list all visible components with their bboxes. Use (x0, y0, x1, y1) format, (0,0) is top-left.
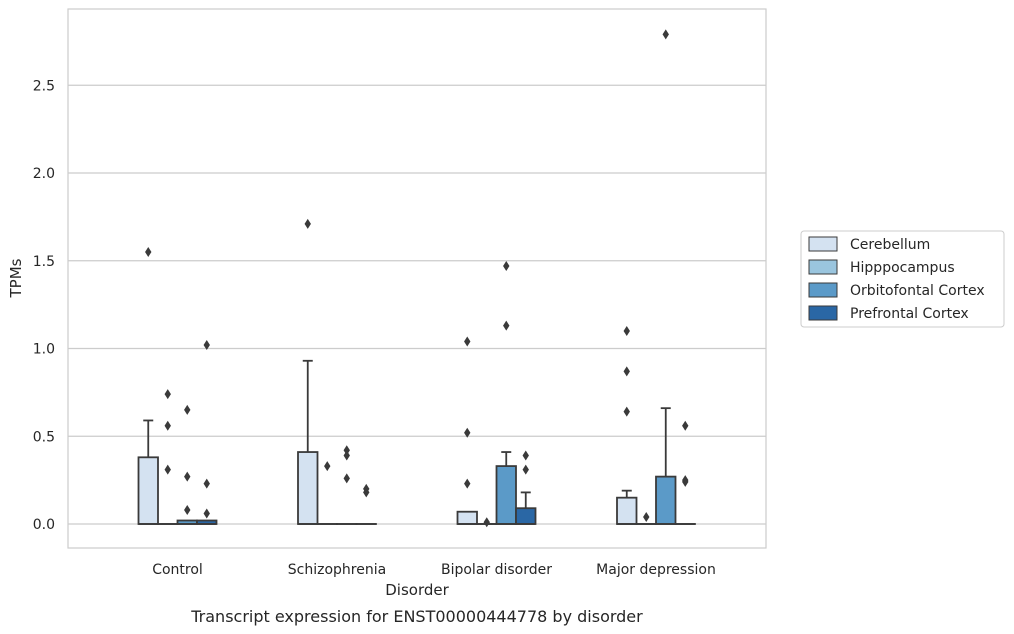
outlier-point (503, 261, 510, 272)
box-rect (655, 475, 677, 525)
outlier-point (324, 461, 331, 472)
outlier-point (184, 404, 191, 415)
x-tick-label: Schizophrenia (288, 562, 386, 578)
box-rect (137, 456, 159, 525)
box-rect (297, 451, 319, 525)
box-orbitofontal-cortex (655, 407, 677, 525)
plot-frame (67, 8, 767, 549)
box-rect (616, 496, 638, 525)
box-rect (515, 507, 537, 525)
y-tick-label: 0.0 (33, 517, 55, 533)
outlier-point (184, 504, 191, 515)
y-tick-label: 1.0 (33, 342, 55, 358)
plot-boxes (137, 359, 696, 525)
outlier-point (164, 464, 171, 475)
outlier-point (643, 511, 650, 522)
y-tick-label: 2.0 (33, 166, 55, 182)
legend-swatch (808, 305, 838, 321)
outlier-point (203, 478, 210, 489)
gridlines (68, 84, 766, 525)
legend-frame (800, 230, 1005, 328)
outlier-point (682, 475, 689, 486)
outlier-point (623, 406, 630, 417)
outlier-point (464, 336, 471, 347)
outlier-point (464, 427, 471, 438)
y-tick-labels: 0.0 0.5 1.0 1.5 2.0 2.5 (33, 78, 55, 533)
outlier-point (184, 471, 191, 482)
outlier-point (164, 420, 171, 431)
outlier-point (363, 483, 370, 494)
legend-swatch (808, 282, 838, 298)
outlier-point (522, 464, 529, 475)
x-tick-label: Major depression (596, 562, 716, 578)
legend-label: Hipppocampus (850, 260, 955, 276)
legend: Cerebellum Hipppocampus Orbitofontal Corte… (800, 230, 1005, 328)
outlier-point (662, 29, 669, 40)
box-orbitofontal-cortex (176, 519, 198, 525)
outlier-point (503, 320, 510, 331)
outlier-point (522, 450, 529, 461)
outlier-point (483, 517, 490, 528)
box-prefrontal-cortex (196, 519, 218, 525)
legend-label: Cerebellum (850, 237, 930, 253)
outlier-point (304, 218, 311, 229)
box-cerebellum (297, 359, 319, 525)
legend-swatch (808, 259, 838, 275)
outlier-point (164, 389, 171, 400)
chart-caption: Transcript expression for ENST0000044477… (190, 607, 643, 626)
x-tick-labels: Control Schizophrenia Bipolar disorder Majo… (152, 562, 716, 578)
outlier-point (343, 473, 350, 484)
x-tick-label: Control (152, 562, 203, 578)
outlier-point (145, 246, 152, 257)
box-rect (495, 465, 517, 525)
legend-label: Prefrontal Cortex (850, 306, 969, 322)
outlier-point (203, 508, 210, 519)
y-tick-label: 1.5 (33, 254, 55, 270)
box-cerebellum (616, 489, 638, 525)
legend-label: Orbitofontal Cortex (850, 283, 985, 299)
outlier-point (343, 445, 350, 456)
outlier-point (203, 339, 210, 350)
box-cerebellum (137, 419, 159, 525)
box-prefrontal-cortex (515, 491, 537, 525)
legend-swatch (808, 236, 838, 252)
box-rect (456, 510, 478, 525)
outlier-point (343, 450, 350, 461)
outlier-point (464, 478, 471, 489)
box-orbitofontal-cortex (495, 451, 517, 525)
y-axis-label: TPMs (7, 258, 25, 298)
outlier-point (623, 325, 630, 336)
outlier-point (682, 420, 689, 431)
y-tick-label: 0.5 (33, 429, 55, 445)
x-tick-label: Bipolar disorder (441, 562, 552, 578)
outlier-point (623, 366, 630, 377)
y-tick-label: 2.5 (33, 78, 55, 94)
outlier-points (145, 29, 689, 528)
x-axis-label: Disorder (385, 581, 449, 599)
box-cerebellum (456, 510, 478, 525)
